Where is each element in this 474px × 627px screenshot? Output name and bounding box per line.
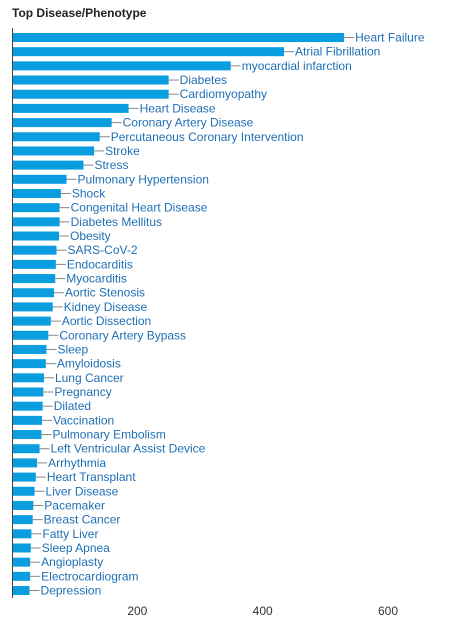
bar-label-liver-disease: Liver Disease <box>46 484 119 498</box>
bar-label-sars-cov-2: SARS-CoV-2 <box>67 243 137 257</box>
bar-label-stress: Stress <box>94 158 128 172</box>
bar-label-obesity: Obesity <box>70 229 111 243</box>
bar-myocardial-infarction[interactable] <box>12 61 231 71</box>
bar-label-pacemaker: Pacemaker <box>44 498 105 512</box>
bar-label-endocarditis: Endocarditis <box>67 257 133 271</box>
bar-vaccination[interactable] <box>12 415 43 425</box>
bar-aortic-dissection[interactable] <box>12 316 51 326</box>
bar-label-aortic-dissection: Aortic Dissection <box>62 314 151 328</box>
bar-label-stroke: Stroke <box>105 144 140 158</box>
x-tick-label-400: 400 <box>253 604 273 618</box>
bar-heart-failure[interactable] <box>12 33 345 42</box>
bar-label-diabetes: Diabetes <box>180 73 227 87</box>
bar-aortic-stenosis[interactable] <box>12 288 54 298</box>
bar-label-atrial-fibrillation: Atrial Fibrillation <box>295 45 380 59</box>
bar-stress[interactable] <box>12 160 84 170</box>
bar-label-dilated: Dilated <box>54 399 91 413</box>
bar-left-ventricular-assist-device[interactable] <box>12 444 40 454</box>
bar-label-pulmonary-hypertension: Pulmonary Hypertension <box>78 172 209 186</box>
bar-label-kidney-disease: Kidney Disease <box>64 300 148 314</box>
bar-label-heart-disease: Heart Disease <box>140 101 216 115</box>
bar-label-electrocardiogram: Electrocardiogram <box>41 569 138 583</box>
bar-label-breast-cancer: Breast Cancer <box>44 513 121 527</box>
bar-label-arrhythmia: Arrhythmia <box>48 456 106 470</box>
bar-diabetes-mellitus[interactable] <box>12 217 60 227</box>
bar-shock[interactable] <box>12 188 61 198</box>
bar-label-coronary-artery-disease: Coronary Artery Disease <box>123 116 254 130</box>
bar-label-sleep-apnea: Sleep Apnea <box>42 541 110 555</box>
bar-sars-cov-2[interactable] <box>12 245 57 255</box>
bar-label-myocarditis: Myocarditis <box>66 272 127 286</box>
bar-label-cardiomyopathy: Cardiomyopathy <box>180 87 267 101</box>
bar-percutaneous-coronary-intervention[interactable] <box>12 132 100 142</box>
bar-sleep[interactable] <box>12 344 47 354</box>
bar-label-diabetes-mellitus: Diabetes Mellitus <box>71 215 162 229</box>
x-axis: 200 400 600 <box>12 28 398 618</box>
bar-breast-cancer[interactable] <box>12 515 33 525</box>
bar-label-sleep: Sleep <box>57 342 88 356</box>
bar-coronary-artery-bypass[interactable] <box>12 330 49 340</box>
bar-label-heart-transplant: Heart Transplant <box>47 470 136 484</box>
bar-label-heart-failure: Heart Failure <box>355 31 425 45</box>
bar-label-depression: Depression <box>41 584 102 598</box>
bar-coronary-artery-disease[interactable] <box>12 118 112 128</box>
bar-congenital-heart-disease[interactable] <box>12 203 60 213</box>
bar-fatty-liver[interactable] <box>12 529 32 539</box>
bar-pregnancy[interactable] <box>12 387 44 397</box>
bar-diabetes[interactable] <box>12 75 169 85</box>
chart-title: Top Disease/Phenotype <box>12 6 147 20</box>
bar-label-lung-cancer: Lung Cancer <box>55 371 124 385</box>
bar-label-vaccination: Vaccination <box>53 413 114 427</box>
bar-electrocardiogram[interactable] <box>12 571 31 581</box>
bar-lung-cancer[interactable] <box>12 373 44 383</box>
bar-label-congenital-heart-disease: Congenital Heart Disease <box>71 201 208 215</box>
bar-label-amyloidosis: Amyloidosis <box>57 357 121 371</box>
bar-label-shock: Shock <box>72 186 106 200</box>
x-tick-label-600: 600 <box>378 604 398 618</box>
bar-label-pregnancy: Pregnancy <box>54 385 111 399</box>
bar-stroke[interactable] <box>12 146 95 156</box>
bar-liver-disease[interactable] <box>12 486 35 496</box>
bar-endocarditis[interactable] <box>12 259 56 269</box>
bar-kidney-disease[interactable] <box>12 302 53 312</box>
bars-layer <box>12 33 345 596</box>
bar-sleep-apnea[interactable] <box>12 543 31 553</box>
bar-label-coronary-artery-bypass: Coronary Artery Bypass <box>59 328 186 342</box>
x-tick-label-200: 200 <box>127 604 147 618</box>
bar-label-aortic-stenosis: Aortic Stenosis <box>65 286 145 300</box>
bar-heart-transplant[interactable] <box>12 472 36 482</box>
bar-label-percutaneous-coronary-intervention: Percutaneous Coronary Intervention <box>111 130 304 144</box>
bar-cardiomyopathy[interactable] <box>12 89 169 99</box>
bar-depression[interactable] <box>12 586 30 596</box>
bar-label-left-ventricular-assist-device: Left Ventricular Assist Device <box>51 442 206 456</box>
bar-arrhythmia[interactable] <box>12 458 38 468</box>
bar-pulmonary-hypertension[interactable] <box>12 174 67 184</box>
bar-label-myocardial-infarction: myocardial infarction <box>242 59 352 73</box>
bar-atrial-fibrillation[interactable] <box>12 47 284 57</box>
bar-heart-disease[interactable] <box>12 103 129 113</box>
bar-pacemaker[interactable] <box>12 500 34 510</box>
bar-angioplasty[interactable] <box>12 557 31 567</box>
bar-obesity[interactable] <box>12 231 60 241</box>
bar-dilated[interactable] <box>12 401 43 411</box>
bar-label-pulmonary-embolism: Pulmonary Embolism <box>52 428 165 442</box>
bar-amyloidosis[interactable] <box>12 359 46 369</box>
bar-pulmonary-embolism[interactable] <box>12 430 42 440</box>
bar-myocarditis[interactable] <box>12 274 56 284</box>
bar-label-fatty-liver: Fatty Liver <box>42 527 98 541</box>
bar-label-angioplasty: Angioplasty <box>41 555 103 569</box>
